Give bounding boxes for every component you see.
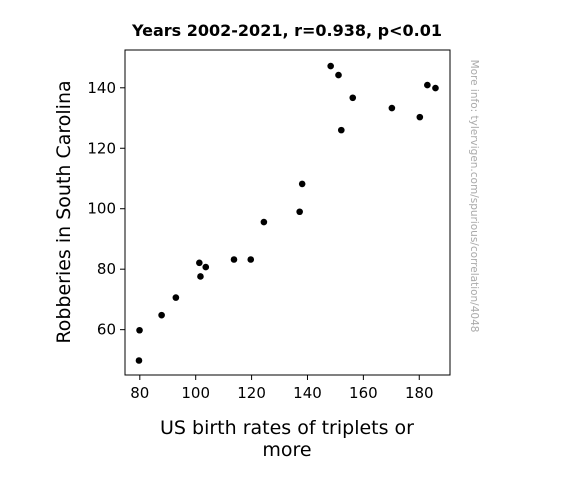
x-axis: 80 100 120 140 160 180 [130,375,434,402]
data-point [135,357,143,364]
source-note: More info: tylervigen.com/spurious/corre… [468,60,480,333]
data-point [158,311,165,319]
data-point [298,180,306,188]
x-tick-label: 180 [405,384,434,402]
data-points [135,62,439,364]
x-tick-label: 100 [181,384,210,402]
y-tick-label: 80 [97,260,116,278]
data-point [335,71,342,79]
x-axis-label-line-2: more [262,439,311,461]
data-point [172,294,180,301]
x-tick-label: 160 [349,384,378,402]
data-point [388,104,396,112]
plot-area [124,49,451,376]
x-tick-label: 80 [130,384,149,402]
x-tick-label: 140 [293,384,322,402]
y-tick-label: 60 [97,321,116,339]
y-axis: 60 80 100 120 140 [87,79,125,339]
data-point [247,256,255,263]
y-tick-label: 140 [87,79,116,97]
y-tick-label: 100 [87,200,116,218]
data-point [230,256,238,263]
x-axis-label-line-1: US birth rates of triplets or [160,417,414,439]
data-point [136,326,143,334]
data-point [202,263,210,271]
y-axis-label: Robberies in South Carolina [53,80,75,343]
data-point [196,259,203,267]
chart-title: Years 2002-2021, r=0.938, p<0.01 [131,21,442,40]
data-point [432,84,439,92]
data-point [337,126,345,134]
data-point [197,273,204,280]
data-point [349,94,357,102]
data-point [296,208,303,216]
x-tick-label: 120 [237,384,266,402]
data-point [260,218,268,226]
data-point [327,62,334,70]
data-point [424,81,431,89]
y-tick-label: 120 [87,139,116,157]
data-point [416,113,424,121]
